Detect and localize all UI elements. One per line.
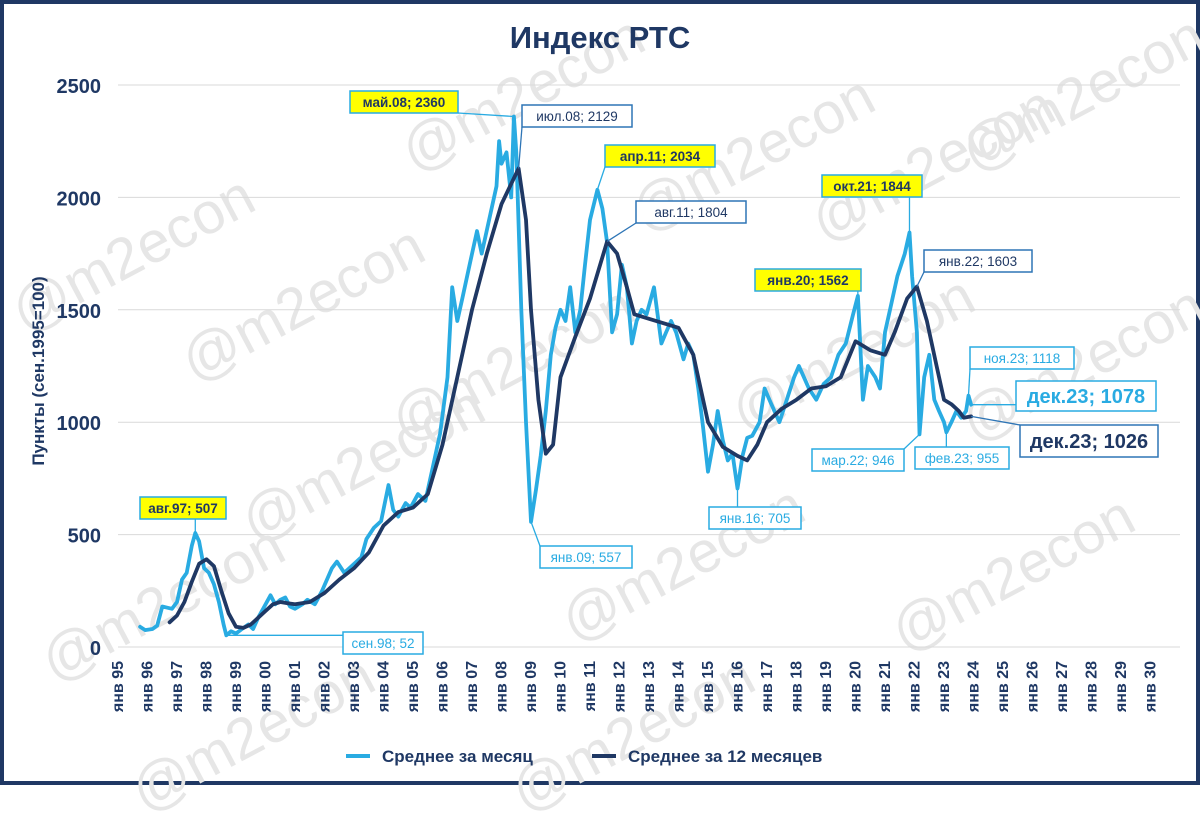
callout-leader bbox=[971, 415, 1021, 426]
callout-leader bbox=[457, 112, 514, 118]
callout-leader bbox=[903, 433, 920, 450]
callout-label: сен.98; 52 bbox=[352, 636, 415, 651]
callout-leader bbox=[606, 222, 637, 243]
x-tick-label: янв 16 bbox=[730, 661, 747, 713]
x-tick-label: янв 95 bbox=[110, 661, 127, 713]
x-tick-label: янв 99 bbox=[228, 661, 245, 713]
callout-box bbox=[1015, 380, 1157, 412]
callout-label: дек.23; 1026 bbox=[1030, 431, 1148, 453]
x-tick-label: янв 00 bbox=[258, 661, 275, 713]
y-tick-label: 2500 bbox=[57, 76, 102, 98]
x-tick-label: янв 20 bbox=[848, 661, 865, 713]
x-axis: янв 95 янв 96 янв 97 янв 98 янв 99 янв 00 янв … bbox=[110, 661, 1160, 713]
x-tick-label: янв 11 bbox=[582, 661, 599, 712]
x-tick-label: янв 27 bbox=[1054, 661, 1071, 713]
x-tick-label: янв 24 bbox=[966, 661, 983, 713]
y-axis-label: Пункты (сен.1995=100) bbox=[29, 276, 48, 465]
x-tick-label: янв 96 bbox=[140, 661, 157, 713]
x-tick-label: янв 12 bbox=[612, 661, 629, 713]
x-tick-label: янв 97 bbox=[169, 661, 186, 713]
legend-label: Среднее за 12 месяцев bbox=[628, 747, 822, 766]
y-tick-label: 1000 bbox=[57, 413, 102, 435]
callout-label: авг.11; 1804 bbox=[654, 205, 728, 220]
x-tick-label: янв 25 bbox=[995, 661, 1012, 713]
x-tick-label: янв 29 bbox=[1113, 661, 1130, 713]
x-tick-label: янв 19 bbox=[818, 661, 835, 713]
x-tick-label: янв 04 bbox=[376, 661, 393, 713]
x-tick-label: янв 07 bbox=[464, 661, 481, 713]
x-tick-label: янв 23 bbox=[936, 661, 953, 713]
x-tick-label: янв 03 bbox=[346, 661, 363, 713]
legend: Среднее за месяц Среднее за 12 месяцев bbox=[346, 747, 822, 766]
callout-box bbox=[821, 174, 923, 198]
callout-label: янв.16; 705 bbox=[720, 511, 791, 526]
x-tick-label: янв 05 bbox=[405, 661, 422, 713]
callout-label: дек.23; 1078 bbox=[1027, 386, 1145, 408]
x-tick-label: янв 18 bbox=[789, 661, 806, 713]
callout-label: ноя.23; 1118 bbox=[984, 351, 1061, 366]
callout-label: апр.11; 2034 bbox=[620, 149, 701, 164]
callout-leader bbox=[967, 368, 971, 396]
y-tick-label: 0 bbox=[90, 638, 101, 660]
x-tick-label: янв 26 bbox=[1025, 661, 1042, 713]
x-tick-label: янв 09 bbox=[523, 661, 540, 713]
grid-lines: 0 500 1000 1500 2000 2500 bbox=[57, 76, 1180, 660]
legend-label: Среднее за месяц bbox=[382, 747, 533, 766]
x-tick-label: янв 10 bbox=[553, 661, 570, 713]
y-tick-label: 1500 bbox=[57, 301, 102, 323]
series-line-annual bbox=[167, 166, 973, 630]
callout-box bbox=[754, 268, 862, 292]
callout-leader bbox=[916, 271, 925, 287]
callout-box bbox=[539, 545, 633, 569]
callout-label: мар.22; 946 bbox=[821, 453, 894, 468]
callout-leader bbox=[596, 166, 606, 190]
x-tick-label: янв 14 bbox=[671, 661, 688, 713]
x-tick-label: янв 01 bbox=[287, 661, 304, 713]
annotations: авг.97; 507 сен.98; 52 май.08; 2360 июл.08;… bbox=[139, 90, 1159, 655]
callout-box bbox=[708, 506, 802, 530]
callout-box bbox=[342, 631, 424, 655]
x-tick-label: янв 28 bbox=[1084, 661, 1101, 713]
callout-box bbox=[923, 249, 1033, 273]
callout-box bbox=[914, 446, 1010, 470]
callout-label: авг.97; 507 bbox=[148, 501, 218, 516]
x-tick-label: янв 08 bbox=[494, 661, 511, 713]
callout-box bbox=[521, 104, 633, 128]
series-line-monthly bbox=[138, 114, 973, 638]
callout-leader bbox=[530, 521, 541, 547]
callout-box bbox=[139, 496, 227, 520]
chart-title: Индекс РТС bbox=[510, 20, 690, 55]
x-tick-label: янв 15 bbox=[700, 661, 717, 713]
callout-box bbox=[1019, 424, 1159, 458]
y-tick-label: 500 bbox=[68, 526, 101, 548]
x-tick-label: янв 13 bbox=[641, 661, 658, 713]
callout-label: июл.08; 2129 bbox=[536, 109, 618, 124]
callout-leader bbox=[517, 126, 523, 169]
callout-label: янв.20; 1562 bbox=[767, 273, 848, 288]
y-tick-label: 2000 bbox=[57, 188, 102, 210]
callout-box bbox=[349, 90, 459, 114]
x-tick-label: янв 06 bbox=[435, 661, 452, 713]
x-tick-label: янв 17 bbox=[759, 661, 776, 713]
x-tick-label: янв 02 bbox=[317, 661, 334, 713]
callout-box bbox=[635, 200, 747, 224]
callout-label: фев.23; 955 bbox=[925, 451, 1000, 466]
callout-label: янв.09; 557 bbox=[551, 550, 622, 565]
chart-frame bbox=[0, 0, 1200, 785]
x-tick-label: янв 98 bbox=[199, 661, 216, 713]
callout-label: май.08; 2360 bbox=[363, 95, 446, 110]
x-tick-label: янв 21 bbox=[877, 661, 894, 713]
callout-label: окт.21; 1844 bbox=[833, 179, 911, 194]
callout-box bbox=[969, 346, 1075, 370]
x-tick-label: янв 30 bbox=[1143, 661, 1160, 713]
x-tick-label: янв 22 bbox=[907, 661, 924, 713]
callout-box bbox=[604, 144, 716, 168]
callout-box bbox=[811, 448, 905, 472]
callout-label: янв.22; 1603 bbox=[939, 254, 1017, 269]
